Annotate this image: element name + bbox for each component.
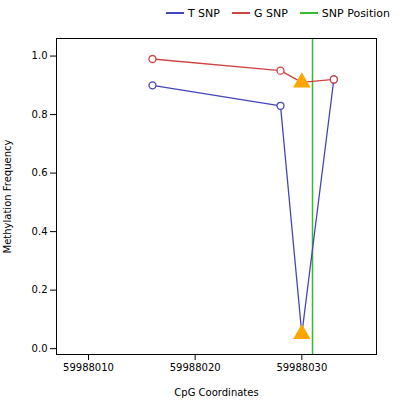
- html-text:SNP Position: SNP Position: [321, 6, 390, 20]
- svg-text:0.6: 0.6: [32, 167, 48, 178]
- svg-text:59988020: 59988020: [170, 362, 221, 373]
- svg-text:59988010: 59988010: [63, 362, 114, 373]
- html-text:G SNP: G SNP: [254, 6, 288, 20]
- html-text:T SNP: T SNP: [187, 6, 220, 20]
- svg-text:0.4: 0.4: [32, 226, 48, 237]
- svg-text:0.2: 0.2: [32, 284, 48, 295]
- svg-text:59988030: 59988030: [276, 362, 327, 373]
- svg-text:CpG Coordinates: CpG Coordinates: [174, 387, 258, 398]
- svg-text:0.8: 0.8: [32, 109, 48, 120]
- svg-text:1.0: 1.0: [32, 50, 48, 61]
- svg-text:0.0: 0.0: [32, 343, 48, 354]
- svg-text:Methylation Frequency: Methylation Frequency: [2, 139, 13, 253]
